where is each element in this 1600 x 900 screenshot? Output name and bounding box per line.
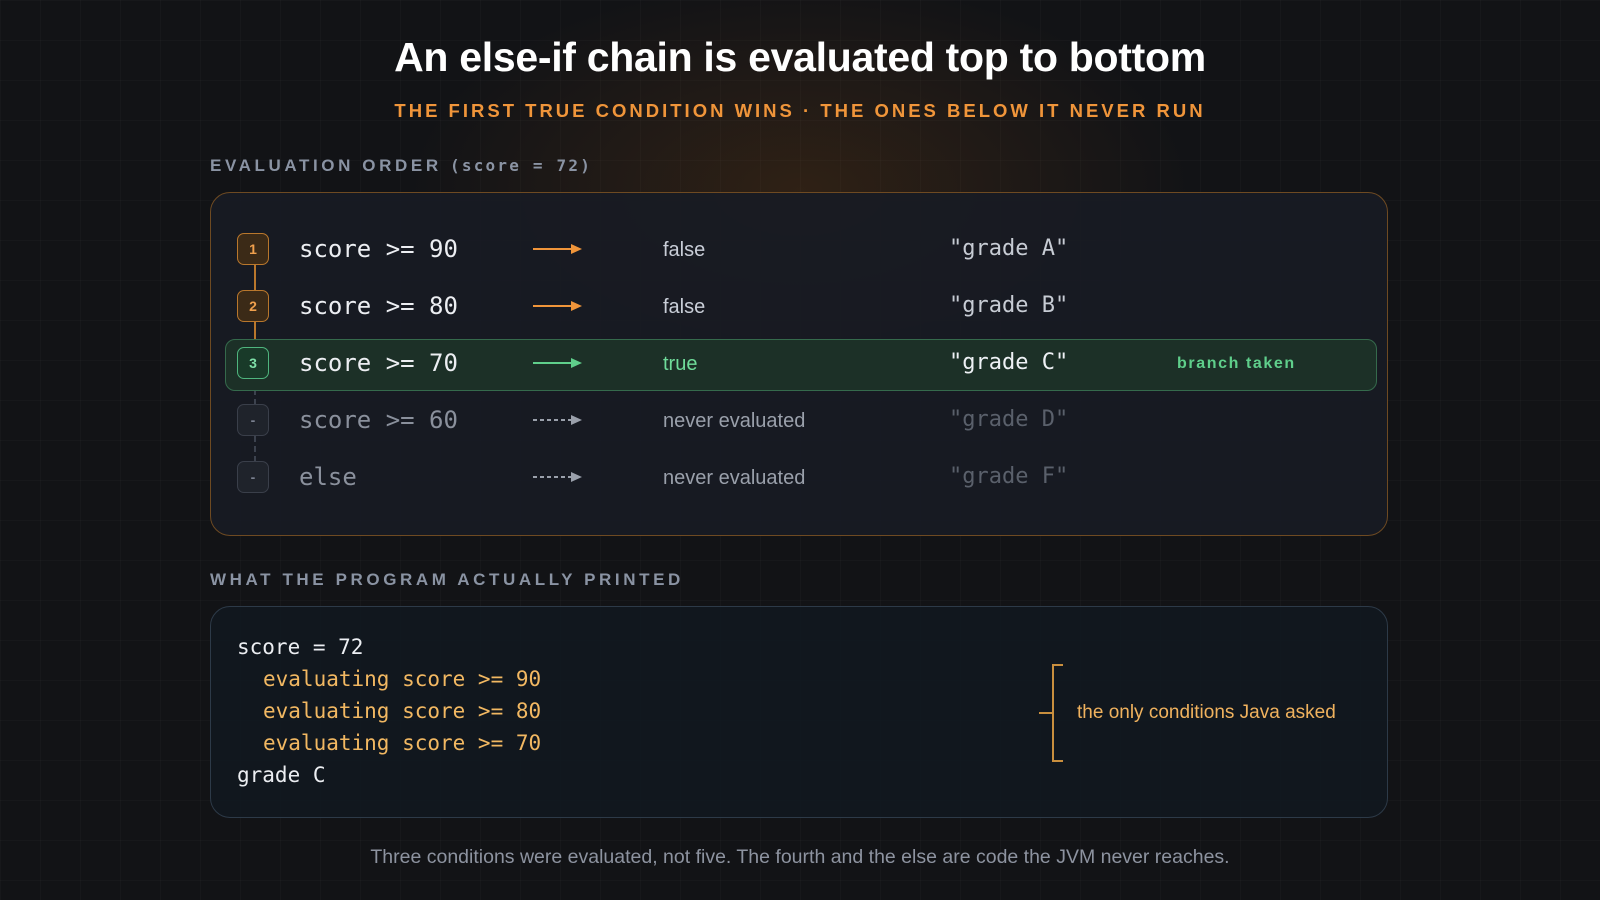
branch-value: "grade A" xyxy=(949,236,1069,261)
bracket-annotation: the only conditions Java asked xyxy=(1077,702,1336,723)
dashed-arrow-icon xyxy=(533,415,582,425)
chain-row-2: 2 score >= 80 false "grade B" xyxy=(225,282,1377,334)
footnote: Three conditions were evaluated, not fiv… xyxy=(370,846,1230,868)
chain-connector-3 xyxy=(254,379,256,405)
step-badge: - xyxy=(237,404,269,436)
chain-connector-2 xyxy=(254,322,256,348)
chain-row-1: 1 score >= 90 false "grade A" xyxy=(225,225,1377,277)
condition-code: score >= 90 xyxy=(299,235,458,263)
condition-result: true xyxy=(663,353,698,375)
evaluation-panel: 1 score >= 90 false "grade A" 2 score >=… xyxy=(210,192,1388,536)
arrow-icon xyxy=(533,301,582,311)
step-badge: 1 xyxy=(237,233,269,265)
branch-value: "grade D" xyxy=(949,407,1069,432)
output-line-2: evaluating score >= 90 xyxy=(263,667,542,691)
chain-row-5: - else never evaluated "grade F" xyxy=(225,453,1377,505)
condition-result: false xyxy=(663,239,706,261)
branch-value: "grade B" xyxy=(949,293,1069,318)
branch-value: "grade C" xyxy=(949,350,1069,375)
condition-result: never evaluated xyxy=(663,410,806,432)
step-badge: 3 xyxy=(237,347,269,379)
condition-code: score >= 80 xyxy=(299,292,458,320)
condition-code: score >= 60 xyxy=(299,406,458,434)
condition-result: false xyxy=(663,296,706,318)
output-line-4: evaluating score >= 70 xyxy=(263,731,542,755)
output-line-1: score = 72 xyxy=(237,635,364,659)
step-badge: 2 xyxy=(237,290,269,322)
branch-value: "grade F" xyxy=(949,464,1069,489)
condition-code: score >= 70 xyxy=(299,349,458,377)
evaluation-section-label: EVALUATION ORDER (score = 72) xyxy=(210,156,592,176)
branch-taken-label: branch taken xyxy=(1177,355,1296,372)
output-line-3: evaluating score >= 80 xyxy=(263,699,542,723)
bracket-icon xyxy=(1039,664,1063,762)
output-section-label: WHAT THE PROGRAM ACTUALLY PRINTED xyxy=(210,570,684,589)
console-output-panel: score = 72 evaluating score >= 90 evalua… xyxy=(210,606,1388,818)
arrow-icon xyxy=(533,358,582,368)
chain-connector-4 xyxy=(254,436,256,462)
chain-row-4: - score >= 60 never evaluated "grade D" xyxy=(225,396,1377,448)
output-line-5: grade C xyxy=(237,763,326,787)
dashed-arrow-icon xyxy=(533,472,582,482)
step-badge: - xyxy=(237,461,269,493)
condition-result: never evaluated xyxy=(663,467,806,489)
evaluation-section-title: EVALUATION ORDER xyxy=(210,156,442,175)
chain-row-3-taken: 3 score >= 70 true "grade C" branch take… xyxy=(225,339,1377,391)
condition-code: else xyxy=(299,463,357,491)
evaluation-section-score: (score = 72) xyxy=(450,156,593,175)
chain-connector-1 xyxy=(254,265,256,291)
page-subtitle: THE FIRST TRUE CONDITION WINS · THE ONES… xyxy=(394,100,1206,121)
page-title: An else-if chain is evaluated top to bot… xyxy=(394,34,1206,80)
arrow-icon xyxy=(533,244,582,254)
